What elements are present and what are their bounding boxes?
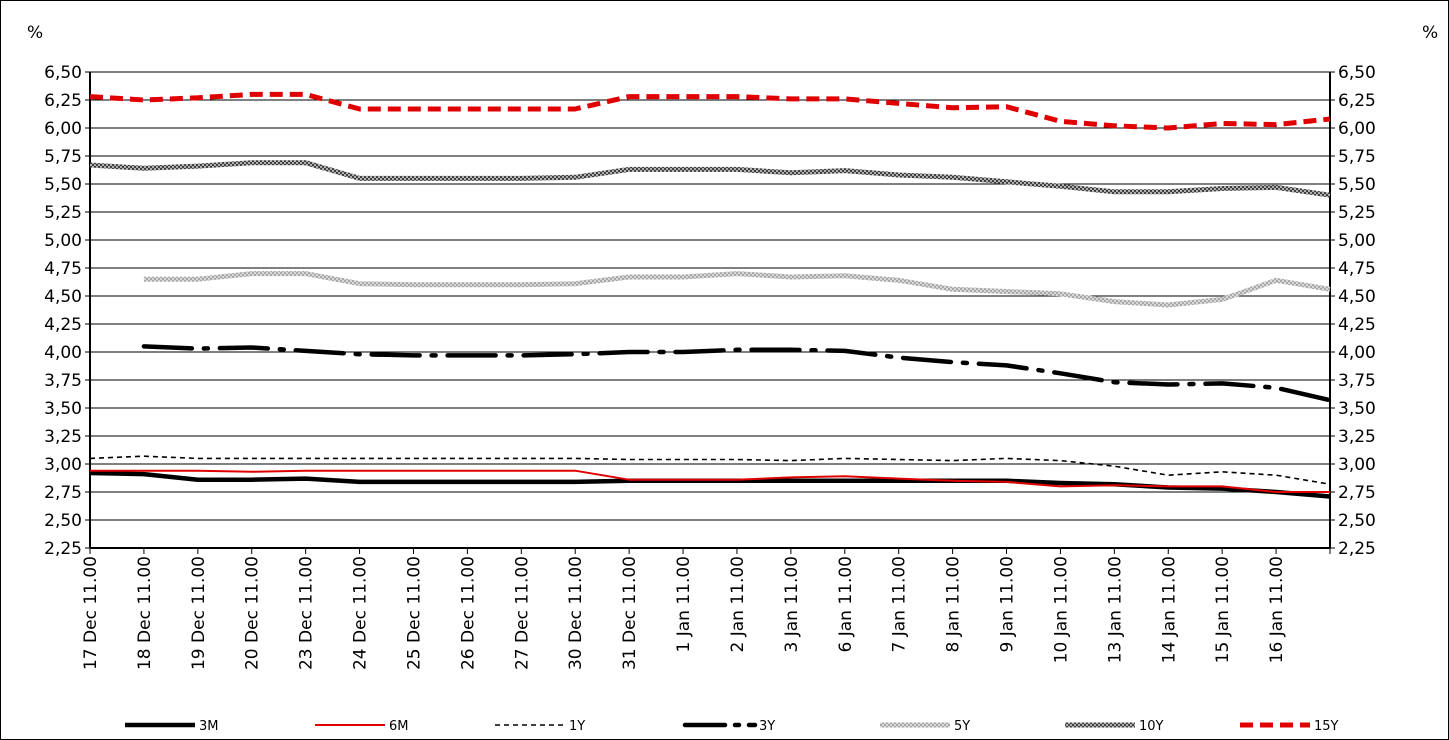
y-tick-label-left: 4,75 — [44, 259, 82, 279]
x-tick-label: 17 Dec 11.00 — [81, 556, 101, 670]
x-tick-label: 1 Jan 11.00 — [674, 556, 694, 653]
right-unit-label: % — [1422, 23, 1438, 43]
legend-label-15y: 15Y — [1314, 719, 1339, 734]
y-tick-label-right: 3,75 — [1338, 371, 1376, 391]
series-lines — [89, 91, 1333, 499]
y-tick-label-left: 4,00 — [44, 343, 82, 363]
x-tick-label: 3 Jan 11.00 — [782, 556, 802, 653]
x-tick-label: 23 Dec 11.00 — [297, 556, 317, 670]
series-line-6m — [90, 469, 1330, 493]
y-tick-label-right: 3,00 — [1338, 455, 1376, 475]
y-tick-label-right: 6,25 — [1338, 91, 1376, 111]
y-tick-label-right: 5,75 — [1338, 147, 1376, 167]
y-tick-label-left: 3,25 — [44, 427, 82, 447]
legend: 3M 6M 1Y 3Y 5Y 10Y 15Y — [125, 719, 1339, 734]
x-tick-label: 8 Jan 11.00 — [944, 556, 964, 653]
x-tick-label: 16 Jan 11.00 — [1267, 556, 1287, 663]
axes: 2,25 2,25 2,50 2,50 2,75 2,75 3,00 3,00 3,25 3,25… — [44, 63, 1376, 670]
y-tick-label-right: 5,00 — [1338, 231, 1376, 251]
y-tick-label-left: 2,25 — [44, 539, 82, 559]
x-tick-label: 7 Jan 11.00 — [890, 556, 910, 653]
x-tick-label: 9 Jan 11.00 — [998, 556, 1018, 653]
y-tick-label-left: 2,75 — [44, 483, 82, 503]
x-tick-label: 24 Dec 11.00 — [351, 556, 371, 670]
y-tick-label-right: 4,25 — [1338, 315, 1376, 335]
x-tick-label: 30 Dec 11.00 — [566, 556, 586, 670]
y-tick-label-left: 6,25 — [44, 91, 82, 111]
y-tick-label-left: 6,00 — [44, 119, 82, 139]
x-tick-label: 15 Jan 11.00 — [1213, 556, 1233, 663]
y-tick-label-left: 4,25 — [44, 315, 82, 335]
y-tick-label-right: 2,25 — [1338, 539, 1376, 559]
y-tick-label-right: 4,50 — [1338, 287, 1376, 307]
y-tick-label-left: 4,50 — [44, 287, 82, 307]
legend-label-3y: 3Y — [759, 719, 775, 734]
y-tick-label-left: 2,50 — [44, 511, 82, 531]
x-tick-label: 13 Jan 11.00 — [1105, 556, 1125, 663]
x-tick-label: 18 Dec 11.00 — [135, 556, 155, 670]
y-tick-label-left: 5,75 — [44, 147, 82, 167]
y-tick-label-right: 3,50 — [1338, 399, 1376, 419]
x-tick-label: 2 Jan 11.00 — [728, 556, 748, 653]
series-line-15y — [89, 91, 1331, 131]
series-line-10y — [89, 160, 1331, 198]
y-tick-label-left: 5,25 — [44, 203, 82, 223]
x-tick-label: 26 Dec 11.00 — [458, 556, 478, 670]
y-tick-label-left: 3,00 — [44, 455, 82, 475]
y-tick-label-right: 3,25 — [1338, 427, 1376, 447]
y-tick-label-right: 5,50 — [1338, 175, 1376, 195]
y-tick-label-right: 5,25 — [1338, 203, 1376, 223]
legend-label-10y: 10Y — [1139, 719, 1164, 734]
y-tick-label-right: 2,50 — [1338, 511, 1376, 531]
x-tick-label: 10 Jan 11.00 — [1051, 556, 1071, 663]
x-tick-label: 14 Jan 11.00 — [1159, 556, 1179, 663]
y-tick-label-left: 6,50 — [44, 63, 82, 83]
series-line-3m — [89, 470, 1331, 499]
y-tick-label-left: 5,00 — [44, 231, 82, 251]
left-unit-label: % — [27, 23, 43, 43]
y-tick-label-left: 5,50 — [44, 175, 82, 195]
y-tick-label-right: 2,75 — [1338, 483, 1376, 503]
x-tick-label: 31 Dec 11.00 — [620, 556, 640, 670]
x-tick-label: 19 Dec 11.00 — [189, 556, 209, 670]
series-line-5y — [143, 271, 1331, 308]
legend-label-5y: 5Y — [954, 719, 970, 734]
y-tick-label-right: 4,75 — [1338, 259, 1376, 279]
legend-label-1y: 1Y — [569, 719, 585, 734]
y-tick-label-left: 3,75 — [44, 371, 82, 391]
gridlines — [90, 71, 1330, 521]
legend-label-3m: 3M — [199, 719, 219, 734]
x-tick-label: 20 Dec 11.00 — [243, 556, 263, 670]
series-line-3y — [141, 344, 1333, 403]
x-tick-label: 25 Dec 11.00 — [404, 556, 424, 670]
x-tick-label: 27 Dec 11.00 — [512, 556, 532, 670]
y-tick-label-right: 4,00 — [1338, 343, 1376, 363]
legend-label-6m: 6M — [389, 719, 409, 734]
x-tick-label: 6 Jan 11.00 — [836, 556, 856, 653]
y-tick-label-left: 3,50 — [44, 399, 82, 419]
y-tick-label-right: 6,50 — [1338, 63, 1376, 83]
y-tick-label-right: 6,00 — [1338, 119, 1376, 139]
